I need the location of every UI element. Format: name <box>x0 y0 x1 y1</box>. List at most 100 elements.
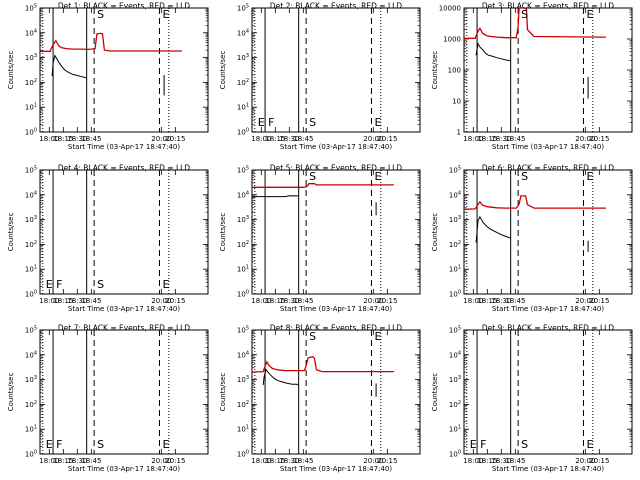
y-axis-label: Counts/sec <box>219 373 227 412</box>
y-tick-label: 103 <box>237 375 249 384</box>
x-tick-label: 18:15 <box>53 135 73 143</box>
marker-label: E <box>162 438 169 451</box>
x-tick-label: 20:00 <box>151 457 171 465</box>
y-tick-label: 101 <box>237 265 249 274</box>
series-line-events <box>252 195 299 198</box>
marker-label: S <box>309 116 316 129</box>
x-tick-label: 18:30 <box>491 135 511 143</box>
x-tick-label: 18:15 <box>265 135 285 143</box>
x-tick-label: 20:15 <box>589 297 609 305</box>
marker-label: S <box>521 8 528 21</box>
y-tick-label: 102 <box>449 400 461 409</box>
y-tick-label: 101 <box>237 425 249 434</box>
marker-label: E <box>586 170 593 183</box>
series-line-lld <box>464 7 606 39</box>
y-tick-label: 102 <box>237 400 249 409</box>
y-axis-label: Counts/sec <box>7 213 15 252</box>
x-tick-label: 18:30 <box>67 297 87 305</box>
x-tick-label: 18:30 <box>491 457 511 465</box>
x-tick-label: 20:15 <box>377 297 397 305</box>
marker-label: E <box>162 278 169 291</box>
marker-label: F <box>268 116 274 129</box>
marker-label: E <box>374 170 381 183</box>
x-tick-label: 18:30 <box>67 135 87 143</box>
y-tick-label: 102 <box>25 78 37 87</box>
y-tick-label: 105 <box>25 326 37 335</box>
x-tick-label: 20:00 <box>363 457 383 465</box>
marker-label: E <box>46 278 53 291</box>
y-axis-label: Counts/sec <box>431 373 439 412</box>
marker-label: S <box>309 170 316 183</box>
y-tick-label: 105 <box>449 326 461 335</box>
x-tick-label: 18:15 <box>477 135 497 143</box>
plot-title: Det 3: BLACK = Events, RED = LLD <box>482 2 614 11</box>
plot-frame <box>39 169 209 295</box>
x-tick-label: 18:30 <box>279 457 299 465</box>
plot-frame <box>251 169 421 295</box>
x-tick-label: 18:00 <box>251 297 271 305</box>
plot-frame <box>463 329 633 455</box>
y-tick-label: 104 <box>237 190 249 199</box>
x-tick-label: 20:15 <box>165 135 185 143</box>
series-line-events <box>475 42 511 62</box>
plot-frame <box>39 329 209 455</box>
y-tick-label: 105 <box>237 326 249 335</box>
x-tick-label: 18:00 <box>39 297 59 305</box>
x-tick-label: 20:15 <box>589 457 609 465</box>
x-tick-label: 18:15 <box>53 457 73 465</box>
y-tick-label: 100 <box>25 290 37 299</box>
x-axis-label: Start Time (03-Apr-17 18:47:40) <box>280 143 392 151</box>
y-tick-label: 105 <box>237 166 249 175</box>
x-axis-label: Start Time (03-Apr-17 18:47:40) <box>68 465 180 473</box>
x-tick-label: 18:00 <box>251 457 271 465</box>
y-tick-label: 103 <box>237 53 249 62</box>
x-tick-label: 18:45 <box>505 297 525 305</box>
plot-frame <box>251 329 421 455</box>
y-tick-label: 104 <box>449 190 461 199</box>
x-tick-label: 20:15 <box>377 135 397 143</box>
x-tick-label: 18:00 <box>463 135 483 143</box>
y-tick-label: 102 <box>25 400 37 409</box>
marker-label: E <box>258 116 265 129</box>
marker-label: S <box>97 438 104 451</box>
x-tick-label: 18:15 <box>265 457 285 465</box>
x-tick-label: 20:15 <box>165 457 185 465</box>
x-tick-label: 18:45 <box>293 297 313 305</box>
y-tick-label: 101 <box>25 265 37 274</box>
y-tick-label: 104 <box>237 28 249 37</box>
y-tick-label: 105 <box>449 166 461 175</box>
marker-label: F <box>56 438 62 451</box>
y-tick-label: 101 <box>449 265 461 274</box>
y-tick-label: 104 <box>449 350 461 359</box>
plot-frame <box>39 7 209 133</box>
y-tick-label: 100 <box>449 290 461 299</box>
x-tick-label: 18:00 <box>39 457 59 465</box>
y-tick-label: 10000 <box>439 5 461 13</box>
x-axis-label: Start Time (03-Apr-17 18:47:40) <box>280 305 392 313</box>
x-tick-label: 18:15 <box>477 297 497 305</box>
marker-label: S <box>97 278 104 291</box>
x-tick-label: 20:15 <box>377 457 397 465</box>
y-tick-label: 102 <box>449 240 461 249</box>
y-tick-label: 103 <box>25 215 37 224</box>
x-tick-label: 20:00 <box>363 135 383 143</box>
x-tick-label: 20:00 <box>575 457 595 465</box>
series-line-lld <box>251 355 394 373</box>
x-tick-label: 20:00 <box>363 297 383 305</box>
y-tick-label: 1000 <box>443 36 461 44</box>
x-tick-label: 20:00 <box>151 297 171 305</box>
marker-label: E <box>586 8 593 21</box>
y-tick-label: 103 <box>25 53 37 62</box>
x-tick-label: 20:15 <box>589 135 609 143</box>
x-tick-label: 20:00 <box>575 135 595 143</box>
plot-frame <box>251 7 421 133</box>
x-axis-label: Start Time (03-Apr-17 18:47:40) <box>492 305 604 313</box>
x-tick-label: 20:15 <box>165 297 185 305</box>
x-tick-label: 18:45 <box>81 297 101 305</box>
series-line-events <box>51 54 87 79</box>
plot-title: Det 5: BLACK = Events, RED = LLD <box>270 164 402 173</box>
marker-label: E <box>46 438 53 451</box>
